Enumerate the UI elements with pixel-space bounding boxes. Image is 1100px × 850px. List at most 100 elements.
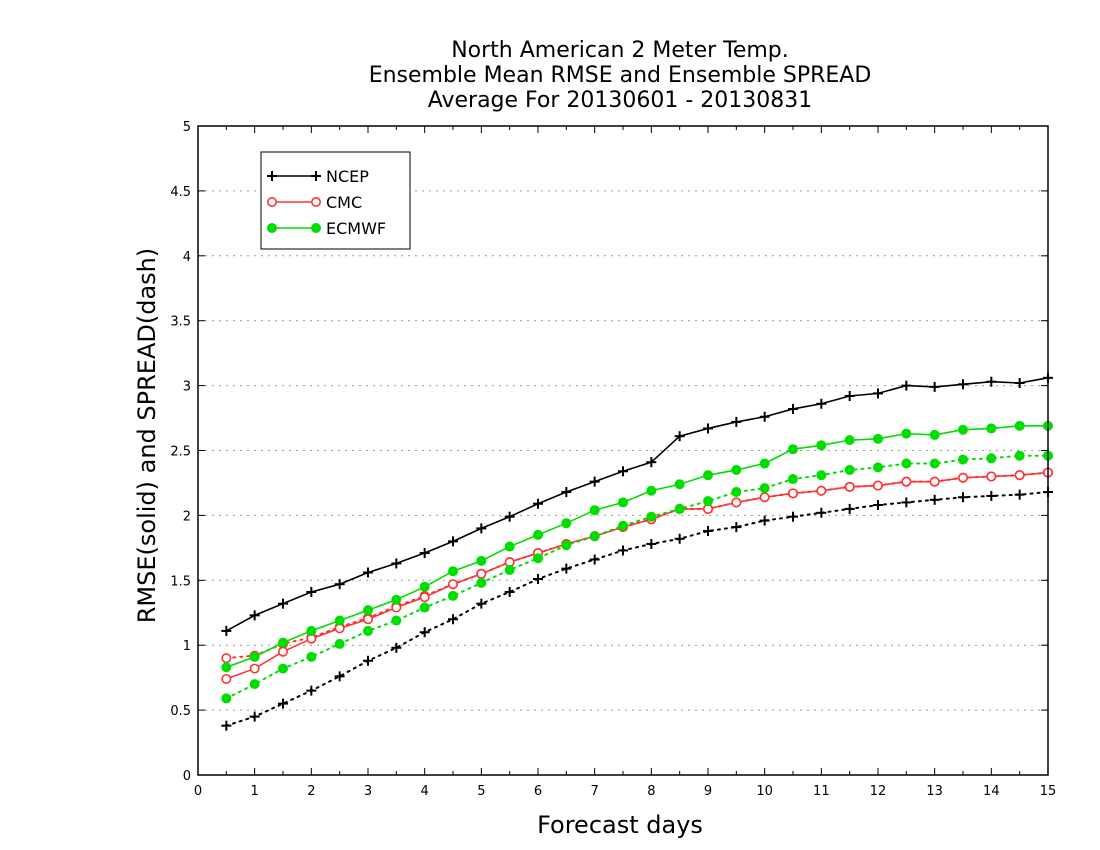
rmse-point xyxy=(759,492,770,503)
spread-point xyxy=(221,720,232,731)
rmse-point xyxy=(787,488,798,499)
rmse-point xyxy=(929,381,940,392)
spread-point xyxy=(703,525,713,536)
series-ecmwf xyxy=(221,420,1053,704)
rmse-point xyxy=(873,388,883,399)
rmse-point xyxy=(872,480,883,491)
rmse-point xyxy=(816,485,827,496)
spread-point xyxy=(929,494,940,505)
spread-point xyxy=(419,627,430,638)
spread-point xyxy=(391,642,402,653)
x-tick-label: 2 xyxy=(307,784,315,799)
rmse-point xyxy=(448,566,458,577)
rmse-point xyxy=(759,411,770,422)
rmse-point xyxy=(986,376,997,387)
rmse-point xyxy=(278,598,288,609)
legend-marker xyxy=(267,171,277,181)
spread-point xyxy=(986,490,997,501)
y-tick-label: 1 xyxy=(183,639,191,654)
x-tick-label: 12 xyxy=(870,784,887,799)
spread-point xyxy=(504,564,515,575)
rmse-point xyxy=(816,398,827,409)
rmse-point xyxy=(249,610,260,621)
rmse-line-cmc xyxy=(226,471,1049,680)
rmse-point xyxy=(986,423,997,434)
spread-point xyxy=(221,653,232,664)
x-tick-label: 11 xyxy=(813,784,830,799)
legend-marker xyxy=(267,223,277,233)
legend: NCEP CMC ECMWF xyxy=(260,151,411,250)
spread-point xyxy=(419,602,430,613)
rmse-point xyxy=(447,579,458,590)
legend-marker xyxy=(311,223,321,233)
rmse-point xyxy=(476,568,487,579)
legend-item-cmc: CMC xyxy=(266,193,362,212)
legend-box xyxy=(260,151,411,250)
spread-point xyxy=(901,497,912,508)
spread-point xyxy=(873,462,883,473)
rmse-point xyxy=(618,466,628,477)
x-tick-label: 8 xyxy=(647,784,655,799)
rmse-point xyxy=(419,581,430,592)
rmse-point xyxy=(221,662,232,673)
spread-point xyxy=(759,483,770,494)
rmse-point xyxy=(221,625,232,636)
rmse-point xyxy=(618,497,628,508)
legend-marker xyxy=(266,197,277,208)
spread-point xyxy=(618,545,628,556)
spread-point xyxy=(363,625,373,636)
rmse-line-ncep xyxy=(225,377,1049,632)
rmse-point xyxy=(759,458,770,469)
spread-point xyxy=(844,503,855,514)
x-axis-title: Forecast days xyxy=(537,811,703,839)
spread-point xyxy=(986,453,997,464)
spread-point xyxy=(674,503,685,514)
rmse-point xyxy=(674,431,685,442)
rmse-point xyxy=(589,476,600,487)
spread-point xyxy=(278,663,288,674)
spread-point xyxy=(561,540,572,551)
spread-point xyxy=(816,470,827,481)
rmse-point xyxy=(929,476,940,487)
x-tick-label: 9 xyxy=(704,784,712,799)
x-tick-label: 5 xyxy=(477,784,485,799)
rmse-point xyxy=(646,457,657,468)
y-tick-label: 1.5 xyxy=(170,574,191,589)
grid xyxy=(198,190,1048,711)
spread-point xyxy=(844,464,855,475)
rmse-point xyxy=(703,423,713,434)
rmse-point xyxy=(1014,470,1025,481)
rmse-point xyxy=(731,416,742,427)
rmse-point xyxy=(844,435,855,446)
y-tick-label: 4 xyxy=(183,250,191,265)
rmse-point xyxy=(391,594,402,605)
rmse-point xyxy=(929,429,940,440)
rmse-point xyxy=(1014,420,1025,431)
rmse-point xyxy=(334,579,345,590)
y-tick-label: 3 xyxy=(183,380,191,395)
rmse-point xyxy=(589,505,600,516)
x-tick-label: 15 xyxy=(1040,784,1057,799)
legend-label: ECMWF xyxy=(326,219,386,238)
y-tick-label: 5 xyxy=(183,120,191,135)
spread-point xyxy=(249,679,260,690)
legend-marker xyxy=(311,171,321,181)
spread-point xyxy=(646,538,657,549)
rmse-point xyxy=(278,637,288,648)
rmse-point xyxy=(419,548,430,559)
rmse-point xyxy=(958,379,968,390)
spread-point xyxy=(363,655,373,666)
rmse-point xyxy=(363,567,373,578)
rmse-point xyxy=(674,479,685,490)
y-axis-title: RMSE(solid) and SPREAD(dash) xyxy=(133,248,161,624)
spread-point xyxy=(278,698,288,709)
rmse-point xyxy=(1014,378,1025,389)
legend-item-ecmwf: ECMWF xyxy=(267,219,386,238)
spread-point xyxy=(504,586,515,597)
y-tick-label: 2.5 xyxy=(170,445,191,460)
spread-point xyxy=(646,511,657,522)
x-tick-label: 10 xyxy=(756,784,773,799)
spread-point xyxy=(1014,450,1025,461)
y-tick-label: 2 xyxy=(183,509,191,524)
